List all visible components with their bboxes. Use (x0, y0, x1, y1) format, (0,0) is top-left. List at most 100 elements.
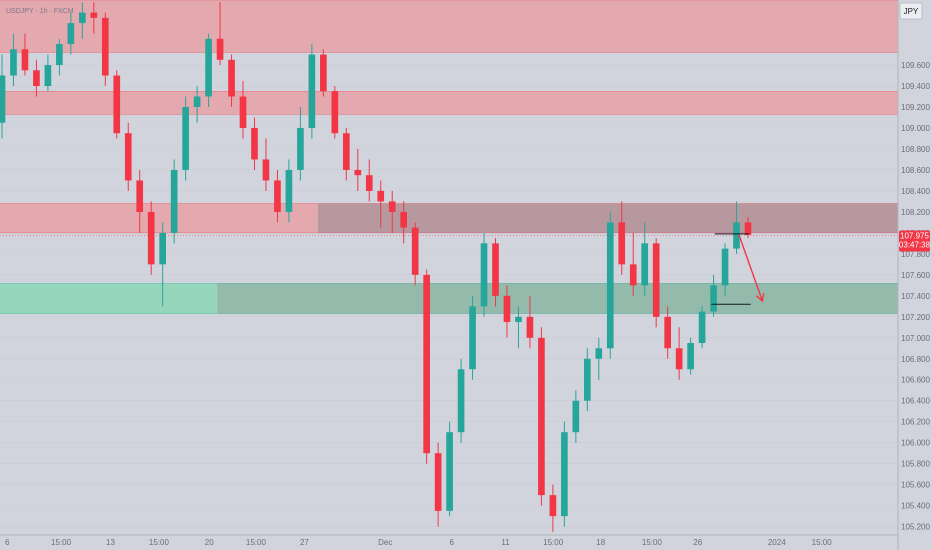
candle-body (583, 358, 591, 401)
candle (182, 96, 189, 181)
candle (228, 54, 235, 107)
candle-body (170, 169, 178, 233)
candle-body (33, 70, 40, 87)
candle-body (193, 96, 201, 107)
candle-body (446, 432, 453, 511)
candle (205, 33, 212, 107)
currency-button[interactable]: JPY (899, 2, 923, 20)
candle-body (469, 306, 476, 370)
candle-body (251, 127, 258, 160)
candle (583, 348, 591, 412)
candle-body (411, 227, 419, 275)
symbol-label: USDJPY · 1h · FXCM (6, 8, 74, 15)
candle-body (239, 96, 247, 128)
candle (33, 59, 40, 97)
price-tick-label: 105.600 (901, 481, 930, 490)
candle-body (147, 211, 155, 265)
candle-body (285, 169, 293, 212)
demand-zone-extension (217, 283, 899, 314)
candle-body (744, 222, 752, 235)
candle (744, 217, 752, 239)
candle (79, 2, 86, 39)
candle (492, 238, 499, 307)
time-tick-label: 11 (501, 538, 510, 547)
candle (113, 70, 121, 139)
candle-body (262, 159, 270, 181)
candle-body (423, 274, 430, 454)
price-tick-label: 109.600 (901, 61, 930, 70)
candle-body (101, 17, 109, 76)
candle-body (515, 316, 522, 323)
price-tick-label: 108.200 (901, 208, 930, 217)
candle-body (400, 211, 408, 228)
price-tick-label: 106.400 (901, 397, 930, 406)
candle (664, 306, 671, 359)
candle (147, 201, 155, 275)
candle-body (388, 201, 396, 212)
supply-zone (0, 91, 898, 115)
candle (469, 295, 476, 380)
price-tick-label: 107.000 (901, 334, 930, 343)
price-tick-label: 105.800 (901, 460, 930, 469)
time-tick-label: 2024 (768, 538, 786, 547)
candle-body (503, 295, 511, 323)
price-tick-label: 106.600 (901, 376, 930, 385)
candle (44, 54, 52, 92)
candle-body (721, 248, 729, 286)
current-price-tag: 107.975 03:47:38 (899, 230, 931, 252)
price-tick-label: 107.600 (901, 271, 930, 280)
candle (285, 159, 293, 223)
candle (377, 180, 385, 228)
candle-body (664, 316, 671, 349)
candle-body (710, 285, 717, 312)
candle (216, 2, 224, 66)
candle (10, 33, 17, 87)
candle-body (434, 453, 442, 511)
candle-body (0, 75, 6, 123)
candle-body (377, 190, 385, 202)
candle-body (572, 400, 580, 433)
candle (400, 201, 408, 244)
price-axis-background[interactable] (898, 0, 932, 535)
candle (561, 421, 568, 527)
candle (56, 38, 63, 76)
candle-body (90, 12, 98, 18)
candle (606, 211, 614, 359)
candle-body (159, 232, 167, 265)
current-price-tag-background (899, 230, 930, 252)
time-axis-background[interactable] (0, 535, 932, 550)
candle-body (457, 369, 465, 433)
time-tick-label: 26 (693, 538, 702, 547)
candle (618, 201, 626, 275)
time-tick-label: 15:00 (149, 538, 170, 547)
candle-body (365, 175, 373, 191)
candle-body (297, 127, 304, 170)
currency-button-label[interactable]: JPY (904, 7, 919, 16)
currency-button-frame[interactable] (899, 2, 923, 20)
candle-body (320, 54, 327, 92)
candle (687, 337, 694, 375)
candle (159, 222, 167, 307)
candle (480, 232, 488, 317)
candle-body (331, 91, 339, 134)
candle (629, 232, 637, 296)
candle-body (79, 12, 86, 24)
candle (67, 12, 75, 55)
candle (446, 421, 453, 517)
candle (526, 295, 534, 349)
price-tick-label: 108.800 (901, 145, 930, 154)
candle (90, 2, 98, 34)
time-tick-label: 6 (449, 538, 454, 547)
candle-body (354, 169, 362, 176)
candle (434, 442, 442, 527)
candle-body (67, 23, 75, 45)
candle (733, 201, 740, 254)
candle (423, 269, 430, 464)
candle (595, 337, 603, 380)
candle-body (216, 38, 224, 60)
price-tick-label: 106.800 (901, 355, 930, 364)
candle (641, 222, 649, 296)
candle-body (342, 133, 350, 170)
demand-zone (0, 283, 218, 314)
